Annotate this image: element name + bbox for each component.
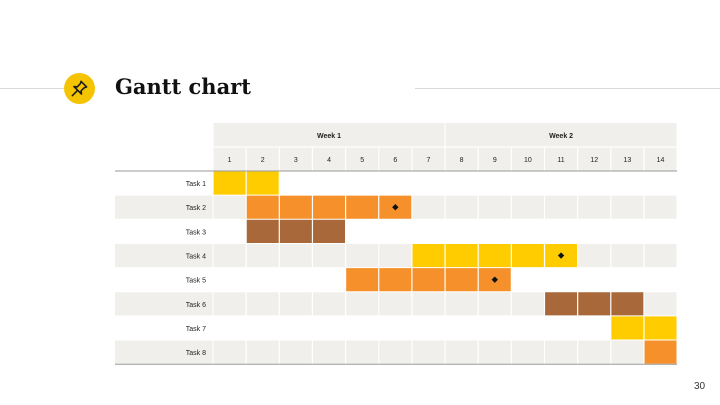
task-bar-cell — [411, 267, 446, 292]
task-bar-cell — [445, 267, 479, 292]
task-label: Task 1 — [186, 181, 206, 188]
milestone-diamond — [392, 204, 399, 211]
task-bar-cell — [279, 195, 313, 220]
day-label: 13 — [623, 157, 631, 164]
day-label: 10 — [524, 157, 532, 164]
task-bar-cell — [610, 315, 644, 341]
page-title: Gantt chart — [115, 74, 251, 99]
task-bar-cell — [478, 243, 512, 268]
task-bar-cell — [610, 291, 644, 316]
task-bar-cell — [643, 315, 678, 341]
day-label: 4 — [327, 157, 331, 164]
task-label: Task 8 — [186, 350, 206, 357]
task-bar-cell — [279, 219, 313, 244]
week-label: Week 2 — [549, 133, 573, 140]
day-label: 8 — [460, 157, 464, 164]
task-bar-cell — [411, 243, 446, 268]
day-label: 9 — [493, 157, 497, 164]
task-label: Task 3 — [186, 229, 206, 236]
task-label: Task 7 — [186, 326, 206, 333]
task-label: Task 6 — [186, 302, 206, 309]
day-label: 11 — [557, 157, 564, 164]
task-bar-cell — [246, 219, 280, 244]
day-label: 14 — [657, 157, 665, 164]
day-label: 5 — [360, 157, 364, 164]
task-bar-cell — [445, 243, 479, 268]
day-label: 2 — [261, 157, 265, 164]
task-bar-cell — [213, 171, 247, 196]
task-bar-cell — [643, 340, 678, 365]
header-rule-right — [415, 88, 720, 89]
week-label: Week 1 — [317, 133, 341, 140]
task-bar-cell — [378, 267, 412, 292]
task-bar-cell — [312, 195, 346, 220]
row-stripe — [115, 340, 678, 365]
task-bar-cell — [544, 291, 578, 316]
task-bar-cell — [345, 195, 379, 220]
milestone-diamond — [491, 276, 498, 283]
day-label: 12 — [590, 157, 598, 164]
pushpin-icon — [71, 80, 88, 97]
task-bar-cell — [511, 243, 545, 268]
task-bar-cell — [345, 267, 379, 292]
task-bar-cell — [312, 219, 346, 244]
pin-badge — [64, 73, 95, 104]
day-label: 1 — [228, 157, 232, 164]
page-number: 30 — [694, 381, 706, 392]
day-label: 6 — [393, 157, 397, 164]
task-label: Task 5 — [186, 278, 206, 285]
day-label: 3 — [294, 157, 298, 164]
header-rule-left — [0, 88, 64, 89]
milestone-diamond — [557, 252, 565, 259]
task-bar-cell — [246, 171, 280, 196]
day-label: 7 — [427, 157, 431, 164]
row-stripe — [115, 243, 678, 268]
task-bar-cell — [246, 195, 280, 220]
task-label: Task 2 — [186, 205, 206, 212]
task-bar-cell — [577, 291, 611, 316]
task-label: Task 4 — [186, 253, 206, 260]
